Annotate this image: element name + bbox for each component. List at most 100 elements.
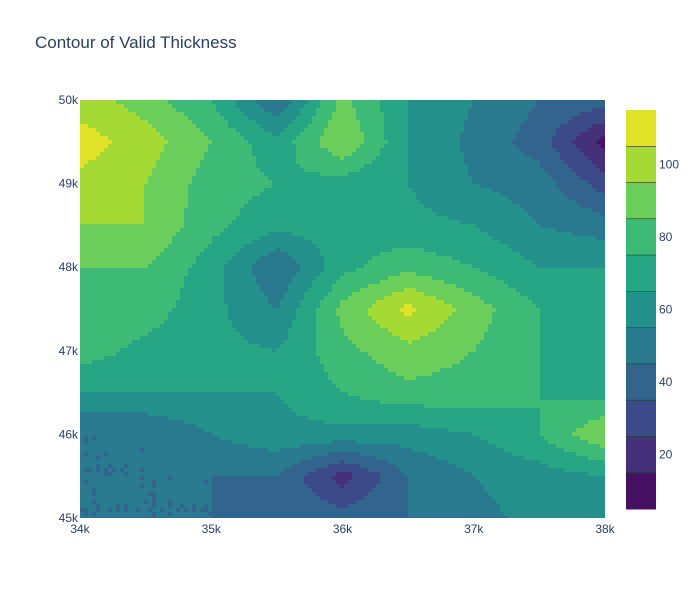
- contour-cell: [428, 136, 433, 141]
- contour-cell: [504, 188, 509, 193]
- contour-cell: [248, 220, 253, 225]
- contour-cell: [596, 208, 601, 213]
- contour-cell: [368, 140, 373, 145]
- contour-cell: [332, 220, 337, 225]
- contour-cell: [156, 236, 161, 241]
- contour-cell: [176, 172, 181, 177]
- contour-cell: [140, 100, 145, 105]
- contour-cell: [176, 120, 181, 125]
- contour-cell: [176, 180, 181, 185]
- contour-cell: [356, 180, 361, 185]
- contour-cell: [500, 216, 505, 221]
- contour-cell: [516, 232, 521, 237]
- contour-cell: [136, 168, 141, 173]
- contour-cell: [156, 152, 161, 157]
- contour-cell: [264, 104, 269, 109]
- contour-cell: [304, 132, 309, 137]
- contour-cell: [304, 220, 309, 225]
- contour-cell: [88, 108, 93, 113]
- contour-cell: [128, 196, 133, 201]
- contour-cell: [588, 208, 593, 213]
- contour-cell: [416, 152, 421, 157]
- contour-cell: [484, 228, 489, 233]
- contour-cell: [392, 108, 397, 113]
- contour-cell: [80, 132, 85, 137]
- contour-cell: [380, 180, 385, 185]
- contour-cell: [492, 112, 497, 117]
- contour-cell: [368, 152, 373, 157]
- contour-cell: [264, 188, 269, 193]
- contour-cell: [88, 188, 93, 193]
- contour-cell: [156, 168, 161, 173]
- contour-cell: [284, 248, 289, 253]
- contour-cell: [428, 176, 433, 181]
- contour-cell: [264, 128, 269, 133]
- contour-cell: [328, 112, 333, 117]
- contour-cell: [128, 248, 133, 253]
- contour-cell: [508, 112, 513, 117]
- contour-cell: [604, 236, 605, 241]
- contour-cell: [384, 188, 389, 193]
- contour-cell: [144, 156, 149, 161]
- contour-cell: [80, 244, 85, 249]
- contour-cell: [320, 172, 325, 177]
- contour-cell: [136, 212, 141, 217]
- contour-cell: [380, 104, 385, 109]
- contour-cell: [124, 212, 129, 217]
- contour-cell: [268, 224, 273, 229]
- contour-cell: [100, 116, 105, 121]
- contour-cell: [576, 152, 581, 157]
- contour-cell: [248, 188, 253, 193]
- contour-cell: [236, 240, 241, 245]
- contour-cell: [212, 248, 217, 253]
- contour-cell: [380, 188, 385, 193]
- contour-cell: [604, 244, 605, 249]
- contour-cell: [468, 168, 473, 173]
- contour-cell: [504, 132, 509, 137]
- contour-cell: [492, 200, 497, 205]
- contour-cell: [120, 228, 125, 233]
- contour-cell: [132, 140, 137, 145]
- contour-cell: [548, 112, 553, 117]
- contour-cell: [328, 136, 333, 141]
- contour-cell: [460, 216, 465, 221]
- contour-cell: [404, 120, 409, 125]
- contour-cell: [144, 152, 149, 157]
- contour-cell: [400, 192, 405, 197]
- contour-cell: [80, 184, 85, 189]
- contour-cell: [476, 236, 481, 241]
- contour-cell: [328, 144, 333, 149]
- contour-cell: [352, 164, 357, 169]
- contour-cell: [148, 240, 153, 245]
- contour-cell: [184, 188, 189, 193]
- contour-cell: [184, 236, 189, 241]
- contour-cell: [556, 188, 561, 193]
- contour-cell: [188, 140, 193, 145]
- contour-cell: [104, 180, 109, 185]
- contour-cell: [260, 244, 265, 249]
- contour-cell: [140, 192, 145, 197]
- contour-cell: [156, 148, 161, 153]
- contour-cell: [596, 124, 601, 129]
- contour-cell: [136, 136, 141, 141]
- contour-cell: [396, 108, 401, 113]
- contour-cell: [416, 172, 421, 177]
- contour-cell: [520, 244, 525, 249]
- contour-cell: [92, 108, 97, 113]
- contour-cell: [200, 148, 205, 153]
- contour-cell: [320, 112, 325, 117]
- contour-cell: [468, 216, 473, 221]
- contour-cell: [388, 212, 393, 217]
- contour-cell: [252, 144, 257, 149]
- contour-cell: [560, 212, 565, 217]
- contour-cell: [196, 184, 201, 189]
- contour-cell: [476, 124, 481, 129]
- contour-cell: [244, 132, 249, 137]
- contour-cell: [212, 172, 217, 177]
- contour-cell: [476, 100, 481, 105]
- contour-cell: [140, 132, 145, 137]
- contour-cell: [276, 224, 281, 229]
- contour-cell: [384, 192, 389, 197]
- contour-cell: [152, 104, 157, 109]
- contour-cell: [252, 148, 257, 153]
